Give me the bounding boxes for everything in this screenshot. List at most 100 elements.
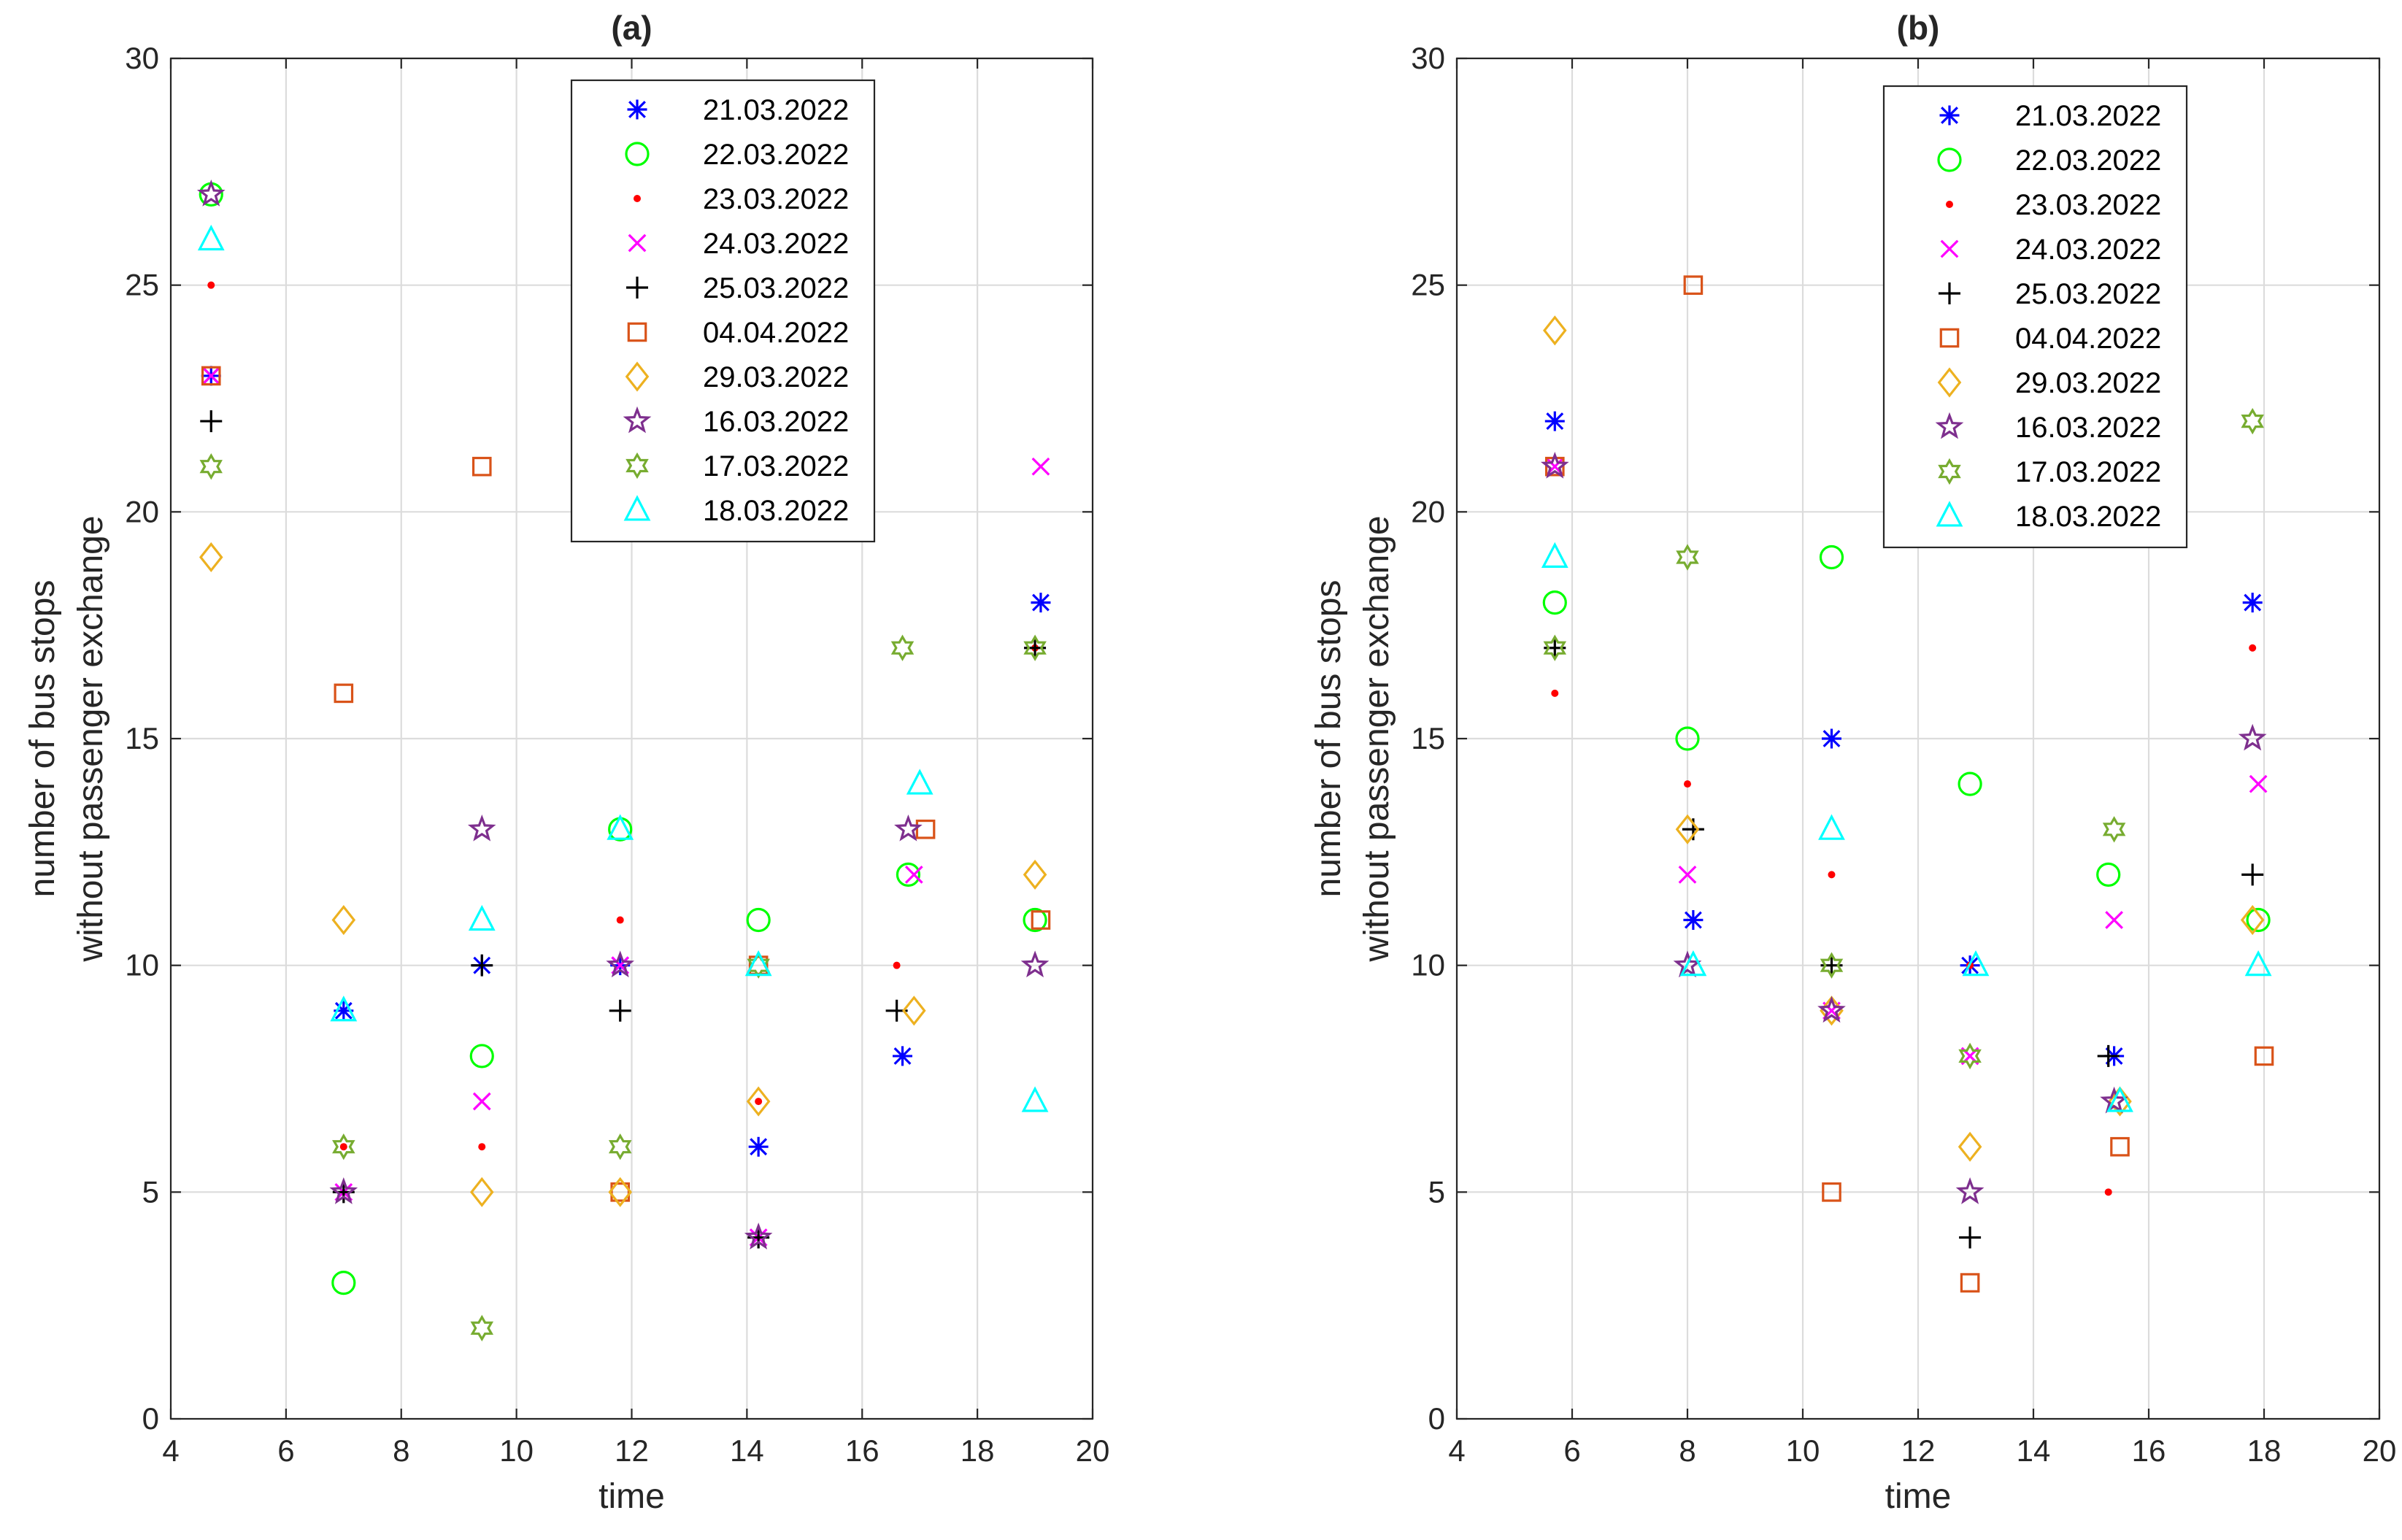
x-tick-label: 6 <box>277 1433 294 1468</box>
legend-entry: 29.03.2022 <box>1937 367 2161 399</box>
y-tick-label: 25 <box>125 268 159 302</box>
x-tick-label: 18 <box>2247 1433 2282 1468</box>
y-tick-label: 25 <box>1411 268 1445 302</box>
data-point <box>478 1143 486 1151</box>
y-tick-label: 15 <box>1411 721 1445 755</box>
data-point <box>201 366 220 385</box>
legend-label: 25.03.2022 <box>703 272 849 304</box>
legend-entry: 29.03.2022 <box>625 361 849 393</box>
legend-entry: 22.03.2022 <box>625 139 849 171</box>
legend-entry: 25.03.2022 <box>1939 278 2161 310</box>
legend-label: 04.04.2022 <box>703 317 849 349</box>
legend-label: 17.03.2022 <box>703 450 849 482</box>
data-point <box>755 1098 763 1106</box>
legend-entry: 18.03.2022 <box>1936 501 2161 533</box>
series-dot <box>1551 644 2257 1196</box>
x-tick-label: 4 <box>162 1433 179 1468</box>
data-point <box>2110 1136 2130 1157</box>
y-tick-label: 20 <box>125 494 159 528</box>
legend-marker <box>1939 282 1960 304</box>
data-point <box>1023 634 1047 661</box>
data-point <box>1021 1086 1049 1112</box>
legend-entry: 17.03.2022 <box>1938 456 2161 488</box>
data-point <box>1543 634 1567 661</box>
data-point <box>2106 1086 2133 1112</box>
x-tick-label: 8 <box>1679 1433 1695 1468</box>
series-square <box>1545 275 2274 1293</box>
data-point <box>2105 911 2123 929</box>
series-triangle <box>197 224 1049 1112</box>
legend-marker <box>627 99 647 120</box>
legend: 21.03.2022 22.03.2022 23.03.2022 24.03.2022… <box>570 79 876 543</box>
x-tick-label: 6 <box>1563 1433 1580 1468</box>
y-tick-label: 5 <box>142 1174 159 1209</box>
data-point <box>896 862 921 888</box>
data-point <box>609 999 631 1022</box>
data-point <box>894 814 923 842</box>
data-point <box>744 950 772 977</box>
data-point <box>2100 1086 2128 1114</box>
y-tick-label: 20 <box>1411 494 1445 528</box>
data-point <box>331 1270 356 1295</box>
chart-title: (b) <box>1897 9 1940 47</box>
legend-entry: 24.03.2022 <box>628 228 849 260</box>
data-point <box>2249 774 2268 793</box>
data-point <box>610 1182 631 1202</box>
series-pentagram <box>1540 451 2267 1204</box>
legend-entry: 16.03.2022 <box>623 406 849 438</box>
data-point <box>2244 950 2272 977</box>
data-point <box>196 179 226 207</box>
legend-marker <box>1936 501 1963 527</box>
data-point <box>748 1136 769 1157</box>
data-point <box>2102 816 2126 843</box>
data-point <box>893 961 901 969</box>
legend-marker <box>1939 328 1960 348</box>
legend-marker <box>1938 458 1961 485</box>
data-point <box>197 224 225 251</box>
series-triangle <box>1541 542 2272 1112</box>
data-point <box>2242 593 2263 613</box>
data-point <box>1683 910 1704 931</box>
series-dot <box>207 281 1039 1151</box>
data-point <box>2238 723 2267 751</box>
legend-label: 04.04.2022 <box>2015 323 2161 355</box>
y-tick-label: 5 <box>1428 1174 1445 1209</box>
legend-label: 22.03.2022 <box>2015 145 2161 177</box>
legend-marker <box>627 322 647 342</box>
legend-label: 23.03.2022 <box>703 183 849 215</box>
legend-marker <box>1937 367 1962 398</box>
data-point <box>1544 411 1565 431</box>
y-axis-label: number of bus stops without passenger exc… <box>23 515 110 962</box>
data-point <box>1822 728 1841 749</box>
series-circle <box>199 182 1047 1295</box>
data-point <box>1675 814 1700 844</box>
legend-label: 24.03.2022 <box>703 228 849 260</box>
data-point <box>1818 814 1845 840</box>
y-tick-label: 15 <box>125 721 159 755</box>
legend-marker <box>1940 239 1959 258</box>
data-point <box>2096 862 2121 888</box>
x-tick-label: 14 <box>730 1433 764 1468</box>
data-point <box>1679 950 1707 977</box>
data-point <box>1958 1131 1982 1162</box>
x-tick-label: 10 <box>499 1433 534 1468</box>
y-tick-label: 10 <box>125 948 159 982</box>
data-point <box>2241 407 2264 435</box>
data-point <box>1820 952 1844 979</box>
data-point <box>1541 542 1568 569</box>
data-point <box>744 1223 773 1250</box>
data-point <box>608 1177 633 1207</box>
chart-panel-a: 4 6 8 10 12 14 16 18 20 0 5 10 15 20 25 30 (a) time number… <box>23 9 1109 1516</box>
legend-entry: 21.03.2022 <box>1939 100 2161 132</box>
legend-label: 29.03.2022 <box>703 361 849 393</box>
data-point <box>906 769 934 795</box>
data-point <box>1540 451 1569 479</box>
series-diamond <box>199 542 1047 1207</box>
x-tick-label: 14 <box>2017 1433 2051 1468</box>
x-tick-label: 20 <box>1076 1433 1110 1468</box>
data-point <box>890 634 915 661</box>
data-point <box>468 904 496 931</box>
data-point <box>471 456 492 477</box>
data-point <box>1958 771 1982 796</box>
legend-marker <box>623 495 651 521</box>
